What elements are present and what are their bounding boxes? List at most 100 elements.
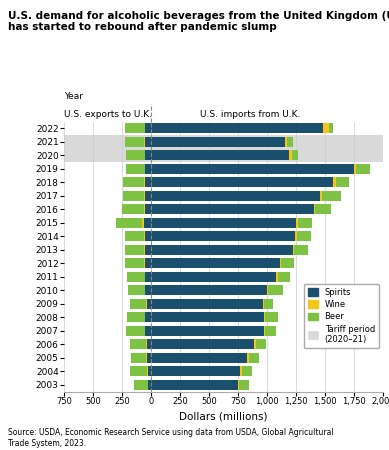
Bar xyxy=(277,272,278,282)
Bar xyxy=(145,137,151,147)
Bar xyxy=(146,353,151,363)
Bar xyxy=(263,299,264,309)
Bar xyxy=(151,204,314,214)
Bar xyxy=(145,123,151,133)
Bar xyxy=(148,380,151,390)
Bar xyxy=(145,312,151,322)
Bar xyxy=(124,231,151,241)
Bar xyxy=(130,339,151,349)
Bar xyxy=(280,258,281,268)
Bar xyxy=(354,164,356,174)
Legend: Spirits, Wine, Beer, Tariff period
(2020–21): Spirits, Wine, Beer, Tariff period (2020… xyxy=(304,284,379,348)
Bar xyxy=(264,326,265,336)
Bar xyxy=(123,191,151,201)
Bar xyxy=(151,231,295,241)
Bar xyxy=(145,326,151,336)
Bar xyxy=(267,285,268,295)
Bar xyxy=(148,380,151,390)
Bar xyxy=(322,191,342,201)
Bar xyxy=(145,231,151,241)
Bar xyxy=(147,366,151,376)
Bar xyxy=(297,231,311,241)
Bar xyxy=(64,148,383,162)
Bar xyxy=(142,218,151,228)
Bar xyxy=(127,272,151,282)
Bar xyxy=(126,150,151,160)
Bar xyxy=(123,177,151,187)
Bar xyxy=(126,164,151,174)
Bar xyxy=(239,380,249,390)
Bar xyxy=(145,285,151,295)
Bar xyxy=(145,258,151,268)
Bar xyxy=(242,366,252,376)
Text: U.S. imports from U.K.: U.S. imports from U.K. xyxy=(200,110,300,119)
Bar xyxy=(130,366,151,376)
Bar xyxy=(151,326,264,336)
Bar xyxy=(131,353,151,363)
Bar xyxy=(151,164,354,174)
Bar xyxy=(145,272,151,282)
Bar xyxy=(298,218,312,228)
Bar xyxy=(144,137,151,147)
Text: U.S. demand for alcoholic beverages from the United Kingdom (U.K.): U.S. demand for alcoholic beverages from… xyxy=(8,11,389,21)
Bar xyxy=(151,123,323,133)
Bar xyxy=(295,231,297,241)
Bar xyxy=(238,380,239,390)
Bar xyxy=(151,312,264,322)
Bar xyxy=(145,285,151,295)
Bar xyxy=(151,137,285,147)
Bar xyxy=(124,123,151,133)
Bar xyxy=(125,258,151,268)
Bar xyxy=(145,123,151,133)
Bar xyxy=(145,150,151,160)
Bar xyxy=(151,258,280,268)
Bar xyxy=(256,339,266,349)
Bar xyxy=(268,285,283,295)
Bar xyxy=(323,123,329,133)
Bar xyxy=(281,258,294,268)
Bar xyxy=(264,312,265,322)
Bar xyxy=(151,353,247,363)
Bar xyxy=(130,299,151,309)
Bar xyxy=(320,191,322,201)
Bar xyxy=(64,135,383,148)
Text: has started to rebound after pandemic slump: has started to rebound after pandemic sl… xyxy=(8,22,277,32)
Bar xyxy=(151,285,267,295)
Bar xyxy=(151,150,289,160)
Bar xyxy=(134,380,151,390)
Bar xyxy=(249,353,259,363)
Bar xyxy=(144,191,151,201)
Bar xyxy=(329,123,333,133)
Bar xyxy=(122,204,151,214)
Bar xyxy=(144,177,151,187)
Bar xyxy=(151,366,240,376)
Bar xyxy=(144,218,151,228)
Bar xyxy=(146,339,151,349)
Bar xyxy=(146,299,151,309)
Bar xyxy=(126,326,151,336)
Bar xyxy=(151,218,296,228)
Bar xyxy=(287,137,293,147)
Bar xyxy=(116,218,151,228)
Bar xyxy=(278,272,290,282)
Bar xyxy=(144,231,151,241)
Bar xyxy=(147,339,151,349)
Bar xyxy=(151,272,277,282)
Bar xyxy=(264,299,273,309)
Bar xyxy=(147,353,151,363)
Bar xyxy=(145,150,151,160)
Bar xyxy=(291,150,298,160)
Bar xyxy=(356,164,370,174)
Bar xyxy=(128,285,151,295)
Bar xyxy=(296,218,298,228)
Bar xyxy=(144,258,151,268)
Bar xyxy=(145,326,151,336)
Bar xyxy=(145,245,151,255)
Bar xyxy=(247,353,249,363)
Bar xyxy=(293,245,294,255)
Bar xyxy=(145,164,151,174)
Bar xyxy=(145,272,151,282)
Bar xyxy=(145,204,151,214)
Bar xyxy=(265,312,278,322)
Bar xyxy=(145,177,151,187)
